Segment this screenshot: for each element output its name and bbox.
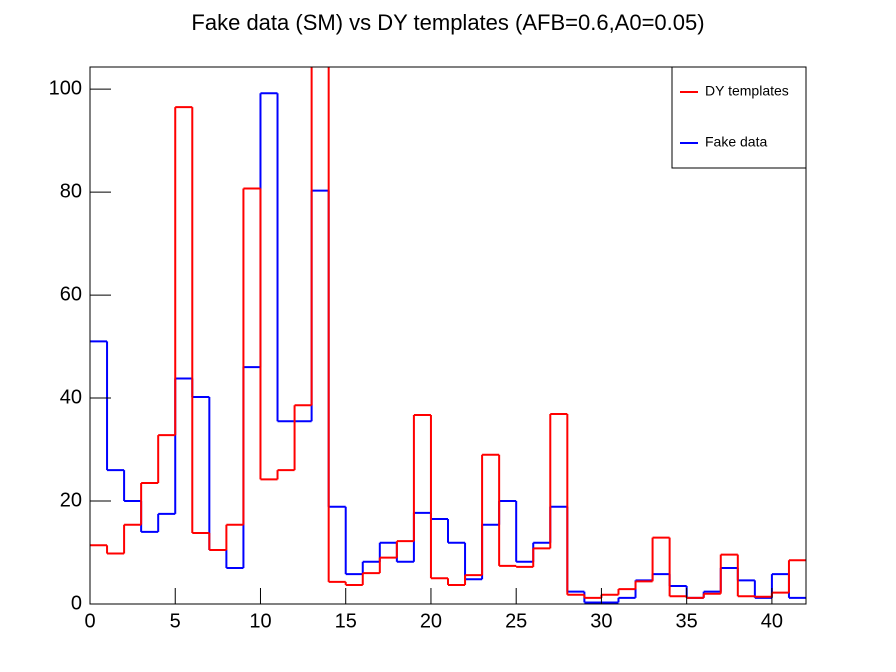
x-tick-label: 30 (590, 610, 612, 632)
frame (89, 66, 807, 605)
legend-label: Fake data (705, 134, 767, 150)
legend: DY templates Fake data (671, 66, 807, 169)
x-tick-label: 25 (505, 610, 527, 632)
y-tick-label: 60 (60, 283, 82, 305)
x-tick-label: 20 (420, 610, 442, 632)
x-tick-label: 15 (335, 610, 357, 632)
y-tick-label: 40 (60, 386, 82, 408)
x-tick-label: 35 (676, 610, 698, 632)
y-tick-label: 100 (49, 77, 82, 99)
y-tick-label: 80 (60, 180, 82, 202)
legend-box (671, 66, 807, 169)
x-tick-label: 10 (249, 610, 271, 632)
y-tick-label: 20 (60, 489, 82, 511)
x-tick-label: 5 (170, 610, 181, 632)
legend-label: DY templates (705, 83, 789, 99)
x-tick-label: 40 (761, 610, 783, 632)
plot-area (90, 67, 806, 604)
x-tick-label: 0 (84, 610, 95, 632)
chart-title: Fake data (SM) vs DY templates (AFB=0.6,… (191, 10, 704, 35)
y-tick-label: 0 (71, 592, 82, 614)
